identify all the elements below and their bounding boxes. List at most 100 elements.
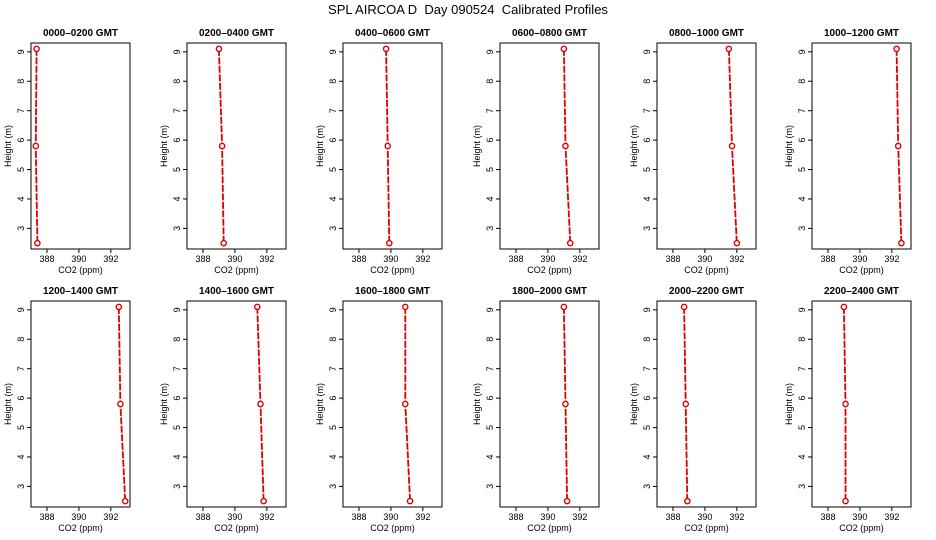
x-tick-label: 388 [39, 254, 54, 264]
data-point [680, 303, 688, 311]
data-point [733, 239, 741, 247]
x-tick-label: 388 [351, 254, 366, 264]
y-axis-label: Height (m) [629, 383, 639, 425]
y-tick-label: 9 [485, 49, 495, 54]
y-tick-label: 6 [16, 138, 26, 143]
x-tick-label: 392 [415, 512, 430, 522]
x-tick-label: 390 [852, 254, 867, 264]
y-tick-label: 4 [328, 454, 338, 459]
data-point [121, 497, 129, 505]
y-tick-label: 6 [797, 396, 807, 401]
x-axis-label: CO2 (ppm) [839, 523, 884, 533]
y-tick-label: 7 [485, 366, 495, 371]
data-point [220, 239, 228, 247]
y-tick-label: 3 [328, 484, 338, 489]
plot-frame [30, 42, 131, 250]
y-tick-label: 5 [172, 425, 182, 430]
y-tick-label: 6 [16, 396, 26, 401]
x-tick-label: 388 [195, 254, 210, 264]
data-point [893, 45, 900, 53]
y-tick-label: 8 [642, 337, 652, 342]
y-tick-label: 9 [16, 307, 26, 312]
panel-title: 1800–2000 GMT [512, 286, 587, 297]
data-point [560, 303, 568, 311]
y-tick-label: 5 [172, 167, 182, 172]
y-axis-label: Height (m) [315, 383, 325, 425]
y-tick-label: 7 [642, 366, 652, 371]
y-tick-label: 7 [328, 366, 338, 371]
x-tick-label: 388 [665, 254, 680, 264]
panel-title: 0000–0200 GMT [43, 28, 118, 39]
y-tick-label: 6 [642, 138, 652, 143]
plot-frame [342, 300, 443, 508]
data-point [898, 239, 905, 247]
y-tick-label: 3 [642, 484, 652, 489]
data-point [563, 497, 571, 505]
y-axis-label: Height (m) [784, 125, 794, 167]
data-point [840, 303, 848, 311]
y-tick-label: 8 [172, 337, 182, 342]
y-tick-label: 9 [16, 49, 26, 54]
y-tick-label: 9 [328, 307, 338, 312]
data-point [253, 303, 261, 311]
data-point [842, 497, 849, 505]
y-tick-label: 5 [797, 425, 807, 430]
y-tick-label: 6 [642, 396, 652, 401]
y-tick-label: 3 [16, 484, 26, 489]
data-point [725, 45, 733, 53]
x-tick-label: 390 [227, 254, 242, 264]
x-axis-label: CO2 (ppm) [214, 523, 259, 533]
plot-frame [811, 42, 912, 250]
y-tick-label: 8 [642, 79, 652, 84]
y-tick-label: 6 [328, 396, 338, 401]
y-tick-label: 4 [172, 454, 182, 459]
y-axis-label: Height (m) [315, 125, 325, 167]
x-tick-label: 388 [508, 254, 523, 264]
y-tick-label: 7 [328, 108, 338, 113]
data-point [260, 497, 267, 505]
x-tick-label: 388 [508, 512, 523, 522]
x-axis-label: CO2 (ppm) [58, 523, 103, 533]
y-tick-label: 7 [16, 366, 26, 371]
y-tick-label: 7 [485, 108, 495, 113]
y-tick-label: 4 [797, 196, 807, 201]
panel-title: 0400–0600 GMT [355, 28, 430, 39]
y-tick-label: 6 [797, 138, 807, 143]
x-tick-label: 390 [852, 512, 867, 522]
y-tick-label: 3 [16, 226, 26, 231]
y-tick-label: 7 [16, 108, 26, 113]
data-point [560, 45, 568, 53]
data-point [842, 400, 849, 408]
x-axis-label: CO2 (ppm) [684, 523, 729, 533]
plot-frame [656, 42, 757, 250]
x-tick-label: 390 [383, 512, 398, 522]
y-tick-label: 5 [485, 425, 495, 430]
data-point [32, 142, 40, 150]
x-axis-label: CO2 (ppm) [527, 265, 572, 275]
y-tick-label: 5 [797, 167, 807, 172]
y-tick-label: 6 [328, 138, 338, 143]
data-point [562, 142, 569, 150]
plot-frame [499, 42, 600, 250]
y-tick-label: 9 [642, 307, 652, 312]
x-tick-label: 390 [697, 254, 712, 264]
x-tick-label: 390 [540, 254, 555, 264]
x-tick-label: 392 [572, 512, 587, 522]
y-tick-label: 4 [642, 454, 652, 459]
y-tick-label: 5 [328, 425, 338, 430]
y-tick-label: 4 [16, 454, 26, 459]
y-tick-label: 8 [485, 79, 495, 84]
y-tick-label: 7 [172, 108, 182, 113]
y-tick-label: 9 [642, 49, 652, 54]
x-tick-label: 390 [71, 512, 86, 522]
figure-title: SPL AIRCOA D Day 090524 Calibrated Profi… [328, 2, 608, 17]
y-axis-label: Height (m) [159, 383, 169, 425]
x-axis-label: CO2 (ppm) [214, 265, 259, 275]
y-tick-label: 8 [16, 337, 26, 342]
